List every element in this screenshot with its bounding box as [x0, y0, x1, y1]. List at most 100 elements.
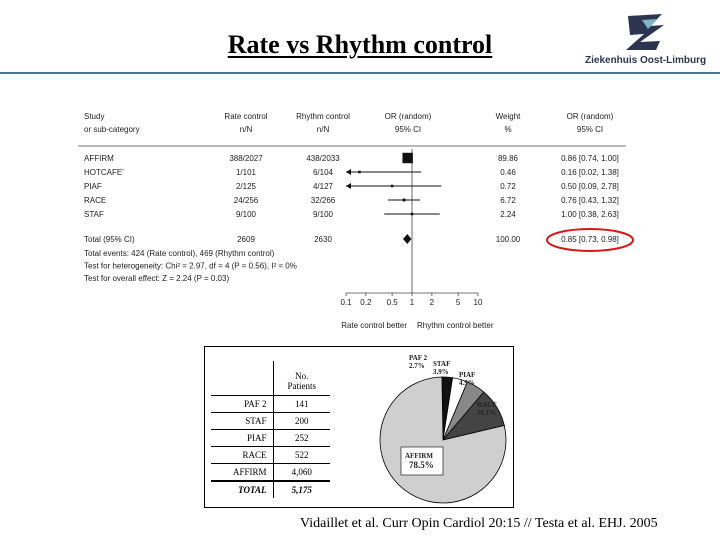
study-2-name: PIAF	[84, 182, 102, 191]
pie-label-pct: 3.9%	[433, 368, 449, 376]
study-1-arrow	[346, 169, 351, 175]
row-value: 252	[272, 429, 331, 447]
x-tick-label: 2	[430, 298, 435, 307]
study-3-or: 0.76 [0.43, 1.32]	[561, 196, 619, 205]
study-1-rhythm: 6/104	[313, 168, 334, 177]
study-2-weight: 0.72	[500, 182, 516, 191]
note-2: Test for overall effect: Z = 2.24 (P = 0…	[84, 274, 229, 283]
study-1-weight: 0.46	[500, 168, 516, 177]
pie-label-name: RACE	[477, 401, 497, 409]
study-0-rate: 388/2027	[229, 154, 263, 163]
total-name: Total (95% CI)	[84, 235, 135, 244]
study-2-arrow	[346, 183, 351, 189]
table-row: PAF 2 141	[211, 395, 331, 413]
study-2-estimate	[390, 184, 394, 188]
study-4-name: STAF	[84, 210, 104, 219]
forest-plot-svg: Study or sub-category Rate control n/N Rhyth…	[78, 112, 634, 330]
note-0: Total events: 424 (Rate control), 469 (R…	[84, 249, 275, 258]
header-rhythm: Rhythm control	[296, 112, 350, 121]
slide-title: Rate vs Rhythm control	[227, 30, 493, 59]
header-rhythm: n/N	[317, 125, 330, 134]
note-1: Test for heterogeneity: Chi² = 2.97, df …	[84, 262, 297, 271]
x-tick-label: 5	[456, 298, 461, 307]
study-3-rate: 24/256	[234, 196, 259, 205]
table-total-row: TOTAL 5,175	[211, 480, 331, 498]
study-0-rhythm: 438/2033	[306, 154, 340, 163]
table-row: RACE 522	[211, 446, 331, 464]
header-study: Study	[84, 112, 104, 121]
pie-label-pct: 2.7%	[409, 362, 425, 370]
pie-label-name: PAF 2	[409, 354, 428, 362]
table-row: STAF 200	[211, 412, 331, 430]
study-1-estimate	[358, 170, 361, 174]
row-label: PIAF	[211, 429, 274, 447]
study-0-or: 0.86 [0.74, 1.00]	[561, 154, 619, 163]
header-weight: Weight	[496, 112, 522, 121]
favours-rhythm: Rhythm control better	[417, 321, 494, 330]
study-4-weight: 2.24	[500, 210, 516, 219]
study-3-rhythm: 32/266	[311, 196, 336, 205]
header-or-value: 95% CI	[577, 125, 603, 134]
row-value: 141	[272, 395, 331, 413]
header-divider	[0, 72, 720, 74]
pie-label-name: AFFIRM	[405, 452, 433, 460]
header-rate: Rate control	[224, 112, 267, 121]
study-0-estimate	[402, 152, 413, 164]
study-2-rate: 2/125	[236, 182, 257, 191]
pie-label-name: STAF	[433, 360, 450, 368]
patients-table: No. Patients PAF 2 141 STAF 200 PIAF 252 RACE 522…	[211, 361, 331, 498]
table-row: PIAF 252	[211, 429, 331, 447]
header-or-value: OR (random)	[567, 112, 614, 121]
x-tick-label: 0.5	[387, 298, 399, 307]
header-or-plot: OR (random)	[385, 112, 432, 121]
forest-plot: Study or sub-category Rate control n/N Rhyth…	[78, 105, 638, 335]
total-rate: 2609	[237, 235, 255, 244]
hospital-logo-icon	[626, 14, 664, 50]
study-0-weight: 89.86	[498, 154, 519, 163]
x-tick-label: 10	[474, 298, 483, 307]
study-4-rhythm: 9/100	[313, 210, 334, 219]
pie-label-pct: 4.9%	[459, 379, 475, 387]
total-rhythm: 2630	[314, 235, 332, 244]
study-3-weight: 6.72	[500, 196, 516, 205]
patients-header: No. Patients	[272, 361, 331, 396]
total-weight: 100.00	[496, 235, 521, 244]
study-1-or: 0.16 [0.02, 1.38]	[561, 168, 619, 177]
hospital-name: Ziekenhuis Oost-Limburg	[585, 55, 707, 66]
study-4-estimate	[410, 212, 414, 216]
study-2-rhythm: 4/127	[313, 182, 334, 191]
total-diamond	[402, 234, 412, 244]
header-or-plot: 95% CI	[395, 125, 421, 134]
header-study: or sub-category	[84, 125, 140, 134]
highlight-ellipse	[546, 228, 634, 252]
row-label: PAF 2	[211, 395, 274, 413]
study-0-name: AFFIRM	[84, 154, 114, 163]
total-or: 0.85 [0.73, 0.98]	[561, 235, 619, 244]
row-label: RACE	[211, 446, 274, 464]
header-weight: %	[504, 125, 511, 134]
study-4-rate: 9/100	[236, 210, 257, 219]
study-3-name: RACE	[84, 196, 106, 205]
x-tick-label: 1	[410, 298, 415, 307]
study-1-name: HOTCAFE'	[84, 168, 124, 177]
patients-inset: No. Patients PAF 2 141 STAF 200 PIAF 252 RACE 522…	[204, 346, 514, 508]
study-1-rate: 1/101	[236, 168, 257, 177]
row-value: 200	[272, 412, 331, 430]
favours-rate: Rate control better	[341, 321, 407, 330]
pie-label-pct: 78.5%	[409, 460, 434, 470]
affirm-label-box	[400, 446, 444, 476]
x-tick-label: 0.2	[360, 298, 372, 307]
pie-label-0: PAF 22.7%	[409, 354, 428, 370]
pie-label-pct: 10.1%	[477, 409, 496, 417]
row-value: 522	[272, 446, 331, 464]
x-tick-label: 0.1	[340, 298, 352, 307]
study-2-or: 0.50 [0.09, 2.78]	[561, 182, 619, 191]
study-3-estimate	[402, 198, 406, 202]
header-rate: n/N	[240, 125, 253, 134]
study-4-or: 1.00 [0.38, 2.63]	[561, 210, 619, 219]
